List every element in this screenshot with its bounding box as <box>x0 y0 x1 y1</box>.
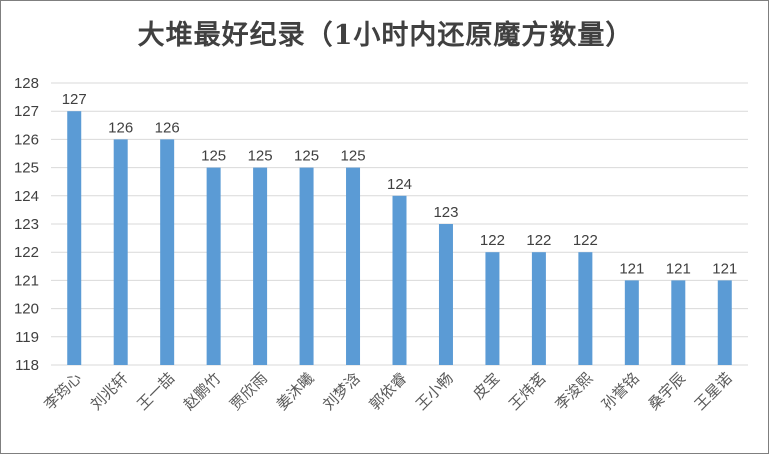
bars <box>67 111 732 365</box>
data-label: 127 <box>62 91 87 108</box>
y-tick-label: 118 <box>15 357 39 374</box>
bar-10 <box>531 252 546 365</box>
x-tick-label: 王小畅 <box>412 369 457 414</box>
y-tick-label: 127 <box>14 103 39 120</box>
bar-7 <box>392 195 407 365</box>
x-tick-label: 刘兆轩 <box>87 369 132 414</box>
y-tick-label: 123 <box>14 216 39 233</box>
data-label: 125 <box>248 148 273 165</box>
y-tick-label: 125 <box>14 160 39 177</box>
x-tick-label: 李浚熙 <box>552 369 597 414</box>
bar-3 <box>206 167 221 365</box>
bar-14 <box>717 280 732 365</box>
y-tick-label: 120 <box>14 301 39 318</box>
x-tick-label: 孙誉铭 <box>598 369 643 414</box>
y-tick-label: 128 <box>14 75 39 92</box>
data-label: 122 <box>480 232 505 249</box>
x-tick-label: 贾欣雨 <box>226 369 271 414</box>
bar-4 <box>253 167 268 365</box>
bar-6 <box>346 167 361 365</box>
data-label: 124 <box>387 176 412 193</box>
data-label: 121 <box>666 260 691 277</box>
bar-8 <box>438 224 453 365</box>
data-label: 125 <box>341 148 366 165</box>
bar-2 <box>160 139 175 365</box>
bar-5 <box>299 167 314 365</box>
data-label: 121 <box>619 260 644 277</box>
y-tick-label: 122 <box>14 244 39 261</box>
chart-title: 大堆最好纪录（1小时内还原魔方数量） <box>137 20 634 51</box>
bar-0 <box>67 111 82 365</box>
x-axis-ticks: 李筠心 刘兆轩 王一喆 赵鹏竹 贾欣雨 姜沐曦 刘梦浛 郭依睿 王小畅 皮宝 王炜茗 李浚熙 孙誉铭 桑宇… <box>41 369 736 414</box>
data-label: 123 <box>433 204 458 221</box>
y-axis-ticks: 118 119 120 121 122 123 124 125 126 127 128 <box>14 75 39 374</box>
data-label: 125 <box>294 148 319 165</box>
data-label: 125 <box>201 148 226 165</box>
x-tick-label: 刘梦浛 <box>319 369 364 414</box>
data-label: 126 <box>155 119 180 136</box>
x-tick-label: 赵鹏竹 <box>180 369 225 414</box>
bar-1 <box>113 139 128 365</box>
x-tick-label: 桑宇辰 <box>645 369 690 414</box>
x-tick-label: 李筠心 <box>41 369 86 414</box>
bar-12 <box>624 280 639 365</box>
bar-9 <box>485 252 500 365</box>
y-tick-label: 119 <box>15 329 39 346</box>
x-tick-label: 皮宝 <box>469 369 503 403</box>
y-tick-label: 121 <box>14 272 39 289</box>
bar-13 <box>671 280 686 365</box>
bar-11 <box>578 252 593 365</box>
data-label: 122 <box>526 232 551 249</box>
x-tick-label: 郭依睿 <box>366 369 411 414</box>
data-labels: 127 126 126 125 125 125 125 124 123 122 122 122 121 1… <box>62 91 738 277</box>
x-tick-label: 姜沐曦 <box>273 369 318 414</box>
data-label: 126 <box>108 119 133 136</box>
x-tick-label: 王星诺 <box>691 369 736 414</box>
y-tick-label: 126 <box>14 131 39 148</box>
y-tick-label: 124 <box>14 188 39 205</box>
data-label: 122 <box>573 232 598 249</box>
x-tick-label: 王一喆 <box>133 369 178 414</box>
x-tick-label: 王炜茗 <box>505 369 550 414</box>
data-label: 121 <box>712 260 737 277</box>
